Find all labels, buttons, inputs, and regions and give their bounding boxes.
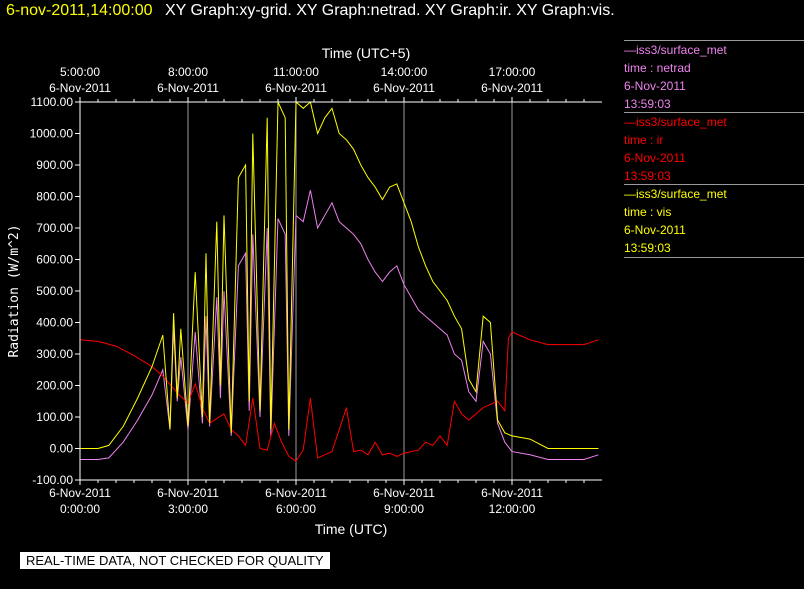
y-tick-label: 500.00 <box>36 284 73 298</box>
legend-entry-vis: —iss3/surface_met time : vis 6-Nov-2011 … <box>624 184 804 258</box>
y-axis-title: Radiation (W/m^2) <box>7 224 22 357</box>
y-tick-label: 400.00 <box>36 316 73 330</box>
top-axis-title: Time (UTC+5) <box>322 45 411 61</box>
series-layer <box>79 100 599 462</box>
legend-variable: time : netrad <box>624 61 691 75</box>
legend-variable: time : ir <box>624 133 664 147</box>
x-tick-label: 6:00:00 <box>276 502 316 516</box>
y-tick-label: -100.00 <box>32 473 73 487</box>
top-x-tick-label: 6-Nov-2011 <box>49 81 111 95</box>
top-x-tick-label: 5:00:00 <box>60 65 100 79</box>
y-tick-label: 800.00 <box>36 190 73 204</box>
top-x-tick-label: 8:00:00 <box>168 65 208 79</box>
legend-source: —iss3/surface_met <box>624 115 727 129</box>
legend-separator <box>624 40 804 41</box>
legend-source: —iss3/surface_met <box>624 43 727 57</box>
axis-layer: -100.00 0.00 100.00 200.00 300.00 400.00 500.0… <box>7 45 602 537</box>
x-axis-title: Time (UTC) <box>315 521 388 537</box>
x-tick-label: 6-Nov-2011 <box>265 486 327 500</box>
top-x-tick-label: 6-Nov-2011 <box>157 81 219 95</box>
header-titles: XY Graph:xy-grid. XY Graph:netrad. XY Gr… <box>164 2 615 19</box>
y-tick-label: 0.00 <box>50 442 74 456</box>
x-tick-label: 9:00:00 <box>384 502 424 516</box>
x-tick-label: 6-Nov-2011 <box>157 486 219 500</box>
legend-separator <box>624 184 804 185</box>
top-x-tick-label: 11:00:00 <box>273 65 319 79</box>
series-line-netrad <box>80 190 599 460</box>
quality-disclaimer: REAL-TIME DATA, NOT CHECKED FOR QUALITY <box>20 552 330 569</box>
x-tick-label: 6-Nov-2011 <box>481 486 543 500</box>
legend-time: 13:59:03 <box>624 97 671 111</box>
x-tick-label: 6-Nov-2011 <box>49 486 111 500</box>
top-x-tick-label: 6-Nov-2011 <box>373 81 435 95</box>
y-tick-label: 200.00 <box>36 379 73 393</box>
y-tick-label: 300.00 <box>36 347 73 361</box>
top-x-tick-label: 17:00:00 <box>489 65 536 79</box>
y-tick-label: 700.00 <box>36 221 73 235</box>
legend-date: 6-Nov-2011 <box>624 151 686 165</box>
x-tick-label: 6-Nov-2011 <box>373 486 435 500</box>
legend-entry-ir: —iss3/surface_met time : ir 6-Nov-2011 1… <box>624 112 804 185</box>
y-tick-label: 100.00 <box>36 410 73 424</box>
header-timestamp: 6-nov-2011,14:00:00 <box>6 2 153 19</box>
top-x-tick-label: 6-Nov-2011 <box>481 81 543 95</box>
top-x-tick-label: 14:00:00 <box>381 65 428 79</box>
y-tick-label: 900.00 <box>36 158 73 172</box>
y-tick-label: 1100.00 <box>31 95 74 109</box>
x-tick-label: 3:00:00 <box>168 502 208 516</box>
legend-time: 13:59:03 <box>624 241 671 255</box>
legend-entry-netrad: —iss3/surface_met time : netrad 6-Nov-20… <box>624 40 804 113</box>
legend-date: 6-Nov-2011 <box>624 79 686 93</box>
grid-layer <box>187 102 513 480</box>
series-line-ir <box>79 331 599 462</box>
legend-time: 13:59:03 <box>624 169 671 183</box>
legend-separator <box>624 257 804 258</box>
legend-variable: time : vis <box>624 205 672 219</box>
legend-date: 6-Nov-2011 <box>624 223 686 237</box>
top-x-tick-label: 6-Nov-2011 <box>265 81 327 95</box>
x-tick-label: 12:00:00 <box>489 502 536 516</box>
y-tick-label: 600.00 <box>36 253 73 267</box>
x-tick-label: 0:00:00 <box>60 502 100 516</box>
series-line-vis <box>80 100 599 449</box>
page-header: 6-nov-2011,14:00:00 XY Graph:xy-grid. XY… <box>6 2 615 20</box>
y-tick-label: 1000.00 <box>30 127 74 141</box>
legend-separator <box>624 112 804 113</box>
legend-source: —iss3/surface_met <box>624 187 727 201</box>
